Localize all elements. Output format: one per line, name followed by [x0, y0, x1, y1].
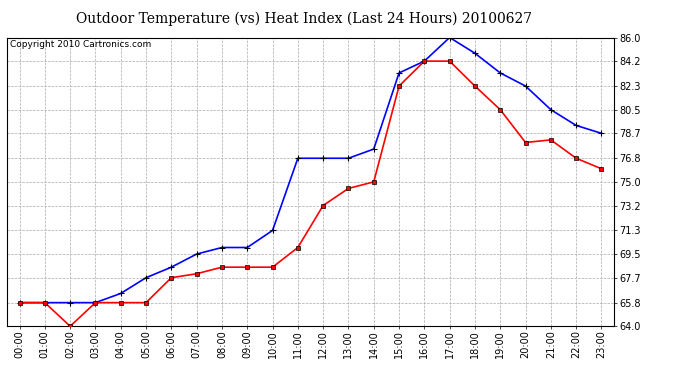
Text: Outdoor Temperature (vs) Heat Index (Last 24 Hours) 20100627: Outdoor Temperature (vs) Heat Index (Las…	[75, 11, 532, 26]
Text: Copyright 2010 Cartronics.com: Copyright 2010 Cartronics.com	[10, 40, 151, 50]
